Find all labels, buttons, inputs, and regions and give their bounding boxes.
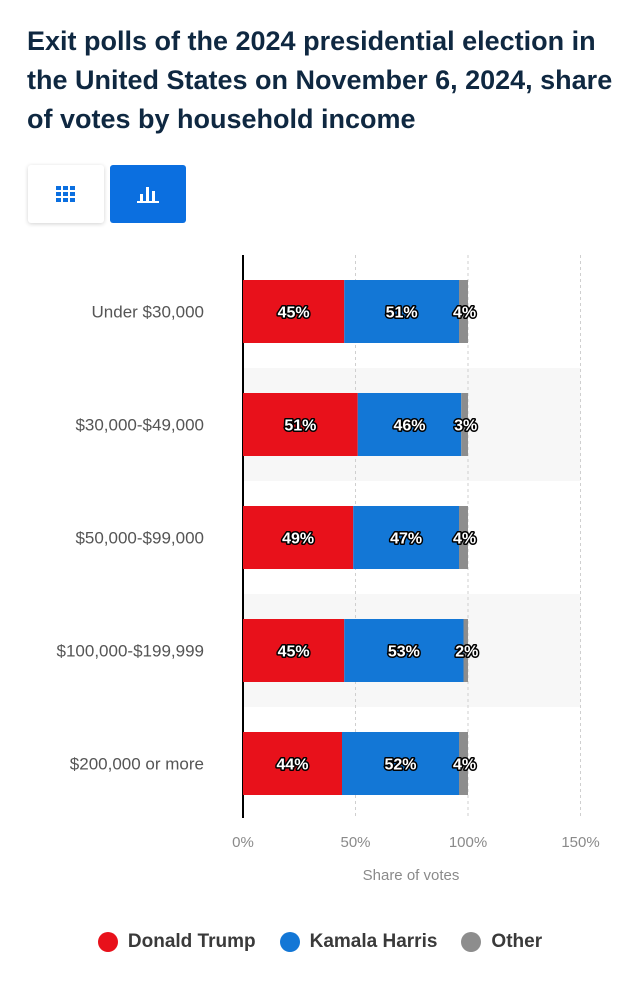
data-label-other: 4% bbox=[453, 305, 476, 322]
data-label-harris: 52% bbox=[384, 757, 416, 774]
legend-item-other[interactable]: Other bbox=[461, 931, 542, 953]
data-label-harris: 51% bbox=[386, 305, 418, 322]
legend-label-harris: Kamala Harris bbox=[309, 931, 438, 952]
table-view-button[interactable] bbox=[28, 165, 104, 223]
category-label: Under $30,000 bbox=[92, 303, 204, 322]
category-label: $100,000-$199,999 bbox=[57, 642, 204, 661]
data-label-other: 3% bbox=[454, 418, 477, 435]
legend-marker-harris bbox=[279, 932, 300, 952]
x-axis-title: Share of votes bbox=[363, 867, 460, 884]
bar-harris[interactable] bbox=[357, 393, 462, 456]
data-label-trump: 45% bbox=[278, 305, 310, 322]
bar-other[interactable] bbox=[461, 393, 468, 456]
chart-title: Exit polls of the 2024 presidential elec… bbox=[27, 26, 613, 134]
bar-other[interactable] bbox=[459, 506, 468, 569]
bar-trump[interactable] bbox=[243, 280, 345, 343]
legend: Donald Trump Kamala Harris Other bbox=[0, 924, 640, 960]
chart-view-button[interactable] bbox=[110, 165, 186, 223]
data-label-harris: 53% bbox=[388, 644, 420, 661]
bar-other[interactable] bbox=[459, 280, 468, 343]
bar-other[interactable] bbox=[459, 732, 468, 795]
data-label-other: 4% bbox=[453, 757, 476, 774]
legend-item-trump[interactable]: Donald Trump bbox=[97, 931, 256, 953]
bar-other[interactable] bbox=[463, 619, 469, 682]
data-label-trump: 49% bbox=[282, 531, 314, 548]
data-label-trump: 44% bbox=[276, 757, 308, 774]
data-label-other: 4% bbox=[453, 531, 476, 548]
legend-label-other: Other bbox=[491, 931, 543, 952]
category-label: $30,000-$49,000 bbox=[75, 416, 204, 435]
view-toggle bbox=[28, 165, 186, 223]
x-tick-label: 50% bbox=[340, 834, 370, 851]
bar-harris[interactable] bbox=[344, 280, 459, 343]
bar-trump[interactable] bbox=[243, 506, 354, 569]
category-label: $200,000 or more bbox=[70, 755, 204, 774]
data-label-trump: 51% bbox=[284, 418, 316, 435]
bar-harris[interactable] bbox=[344, 619, 464, 682]
x-tick-label: 100% bbox=[449, 834, 487, 851]
category-label: $50,000-$99,000 bbox=[75, 529, 204, 548]
data-label-harris: 46% bbox=[393, 418, 425, 435]
grid-icon bbox=[56, 186, 75, 202]
data-label-trump: 45% bbox=[278, 644, 310, 661]
data-label-harris: 47% bbox=[390, 531, 422, 548]
x-tick-label: 0% bbox=[232, 834, 254, 851]
x-tick-label: 150% bbox=[561, 834, 599, 851]
bar-trump[interactable] bbox=[243, 732, 342, 795]
bar-harris[interactable] bbox=[353, 506, 459, 569]
bar-trump[interactable] bbox=[243, 393, 358, 456]
legend-marker-other bbox=[461, 932, 482, 952]
legend-label-trump: Donald Trump bbox=[127, 931, 256, 952]
data-label-other: 2% bbox=[455, 644, 478, 661]
legend-marker-trump bbox=[97, 932, 118, 952]
stacked-bar-chart: 45% 51% 4% 51% 46% 3% 49% 47% 4% 45% 53% 2% 44% 52% 4%… bbox=[57, 255, 600, 884]
bar-harris[interactable] bbox=[342, 732, 459, 795]
bar-chart-icon bbox=[137, 187, 159, 203]
legend-item-harris[interactable]: Kamala Harris bbox=[279, 931, 438, 953]
bar-trump[interactable] bbox=[243, 619, 345, 682]
